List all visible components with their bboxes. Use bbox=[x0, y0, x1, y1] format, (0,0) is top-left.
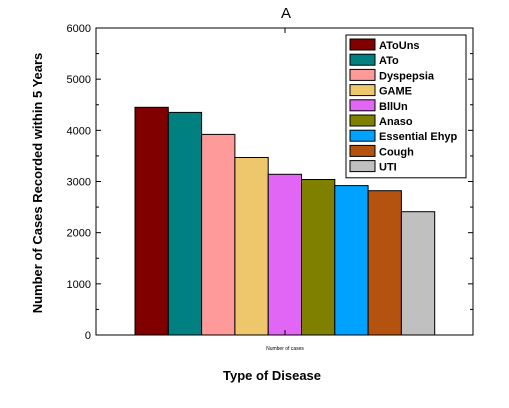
bar-game bbox=[234, 157, 269, 336]
legend-label: AToUns bbox=[379, 40, 420, 52]
legend-swatch bbox=[349, 68, 376, 81]
bars-group bbox=[134, 106, 436, 336]
y-tick-label: 1000 bbox=[67, 279, 91, 291]
legend-label: Anaso bbox=[379, 116, 413, 128]
bar-essential-ehyp bbox=[334, 185, 369, 336]
legend-label: Essential Ehyp bbox=[379, 131, 458, 143]
legend-swatch bbox=[349, 84, 376, 97]
y-tick-label: 2000 bbox=[67, 228, 91, 240]
legend-label: Cough bbox=[379, 146, 414, 158]
y-tick-label: 4000 bbox=[67, 125, 91, 137]
bar-atouns bbox=[134, 106, 169, 336]
legend-swatch bbox=[349, 114, 376, 127]
y-axis-title: Number of Cases Recorded within 5 Years bbox=[30, 53, 45, 314]
chart-title: A bbox=[281, 5, 291, 22]
y-tick-label: 5000 bbox=[67, 74, 91, 86]
bar-dyspepsia bbox=[201, 133, 236, 336]
bar-anaso bbox=[301, 179, 336, 336]
legend-swatch bbox=[349, 53, 376, 66]
legend-swatch bbox=[349, 160, 376, 173]
legend-swatch bbox=[349, 129, 376, 142]
y-tick-label: 3000 bbox=[67, 177, 91, 189]
legend: AToUns ATo Dyspepsia GAME BllUn Anaso Essentia… bbox=[345, 34, 467, 179]
legend-label: ATo bbox=[379, 55, 399, 67]
legend-swatch bbox=[349, 144, 376, 157]
category-tick-label: Number of cases bbox=[266, 346, 304, 352]
bar-uti bbox=[400, 211, 436, 336]
legend-label: UTI bbox=[379, 162, 397, 174]
legend-label: GAME bbox=[379, 86, 412, 98]
legend-swatch bbox=[349, 38, 376, 51]
bar-ato bbox=[167, 111, 203, 336]
bar-cough bbox=[367, 190, 402, 336]
legend-swatch bbox=[349, 99, 376, 112]
legend-label: Dyspepsia bbox=[379, 70, 435, 82]
legend-label: BllUn bbox=[379, 101, 408, 113]
axes-group: 0 1000 2000 3000 4000 5000 6000 bbox=[67, 23, 473, 342]
y-tick-label: 0 bbox=[85, 330, 91, 342]
x-axis-title: Type of Disease bbox=[223, 368, 321, 383]
bar-bllun bbox=[267, 173, 303, 336]
y-tick-label: 6000 bbox=[67, 23, 91, 35]
